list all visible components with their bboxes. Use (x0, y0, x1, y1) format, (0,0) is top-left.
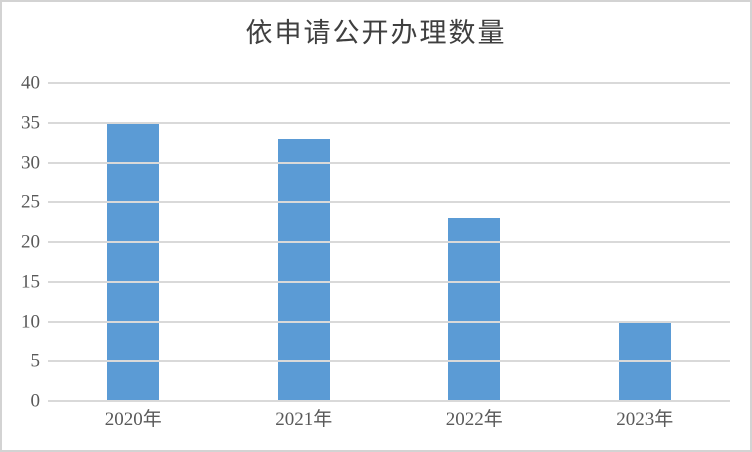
y-tick-label: 0 (30, 390, 41, 412)
bar (277, 138, 330, 401)
x-tick-label: 2020年 (104, 409, 162, 430)
bars-layer (48, 83, 730, 401)
x-tick-label: 2021年 (275, 409, 333, 430)
gridline (48, 360, 730, 363)
x-axis: 2020年 2021年 2022年 2023年 (48, 409, 730, 431)
y-tick-label: 35 (21, 112, 40, 134)
gridline (48, 241, 730, 243)
bar (107, 122, 160, 401)
x-tick-label: 2022年 (445, 409, 503, 430)
y-tick-label: 40 (21, 72, 40, 94)
y-tick-label: 20 (21, 231, 40, 253)
y-axis: 0 5 10 15 20 25 30 35 40 (2, 74, 41, 411)
gridline (48, 121, 730, 124)
y-tick-label: 30 (21, 152, 40, 173)
chart-title: 依申请公开办理数量 (245, 18, 507, 48)
bar (448, 218, 501, 401)
gridline (48, 400, 730, 402)
gridline (48, 161, 730, 164)
x-tick-label: 2023年 (616, 409, 674, 430)
gridline (48, 320, 730, 323)
y-tick-label: 10 (21, 311, 40, 332)
gridline (48, 82, 730, 84)
gridline (48, 201, 730, 204)
gridline (48, 280, 730, 283)
y-tick-label: 25 (21, 191, 40, 213)
bar-slot (389, 83, 560, 401)
y-tick-label: 5 (30, 350, 41, 372)
plot-area (48, 82, 730, 402)
bar-slot (48, 83, 219, 401)
y-tick-label: 15 (21, 271, 40, 293)
bar-slot (219, 83, 390, 401)
